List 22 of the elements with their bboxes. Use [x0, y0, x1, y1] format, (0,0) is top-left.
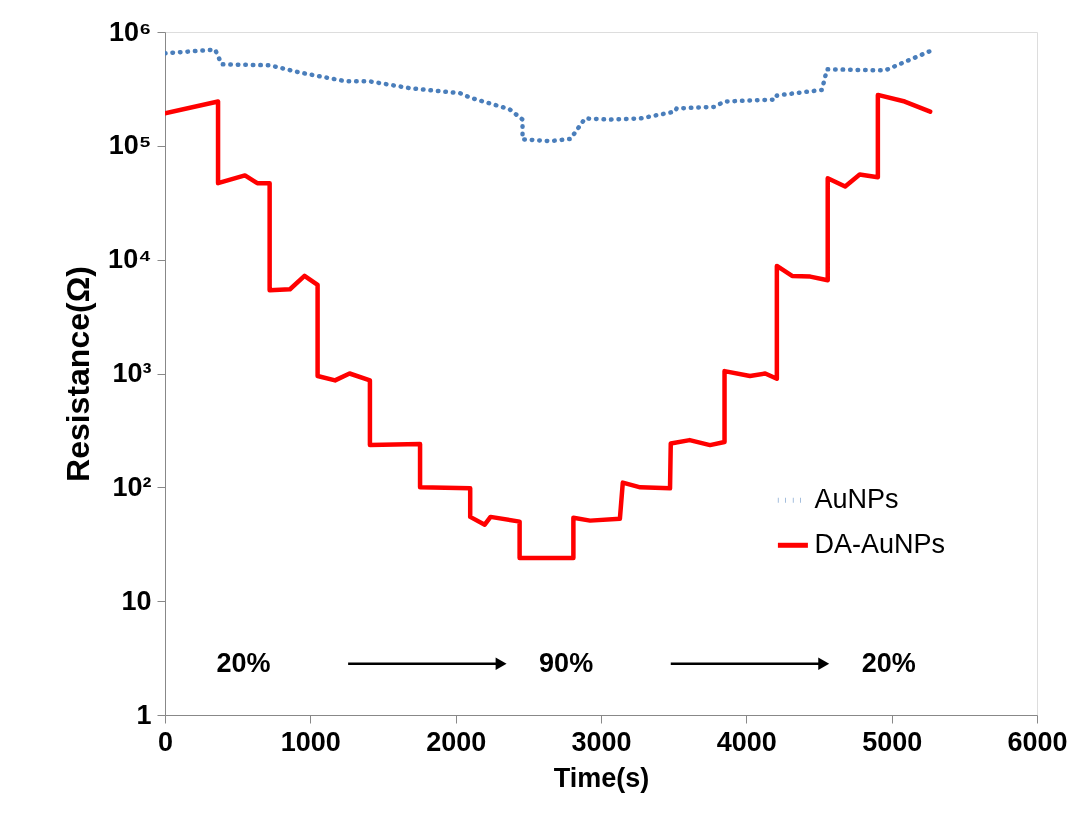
annotation: 90% — [539, 647, 594, 678]
x-tick-label: 0 — [157, 726, 174, 757]
annotation: 20% — [216, 647, 271, 678]
x-tick-label: 4000 — [716, 726, 777, 757]
legend-label: DA-AuNPs — [814, 529, 945, 560]
y-tick-label: 10³ — [112, 358, 152, 388]
y-tick-label: 10⁵ — [108, 130, 152, 161]
x-tick-label: 2000 — [426, 726, 487, 757]
annotation: 20% — [861, 647, 916, 678]
x-tick-label: 5000 — [862, 726, 923, 757]
y-axis-title: Resistance(Ω) — [60, 266, 97, 482]
x-axis-title: Time(s) — [553, 762, 650, 793]
legend-label: AuNPs — [814, 484, 899, 515]
y-tick-label: 10⁶ — [109, 16, 152, 47]
line-series — [165, 47, 933, 144]
x-tick-label: 1000 — [280, 726, 341, 757]
y-tick-label: 10⁴ — [108, 244, 152, 275]
y-tick-label: 1 — [136, 699, 152, 730]
x-tick-label: 3000 — [571, 726, 632, 757]
y-tick-label: 10² — [112, 471, 152, 502]
y-tick-label: 10 — [121, 585, 152, 616]
x-tick-label: 6000 — [1007, 726, 1068, 757]
